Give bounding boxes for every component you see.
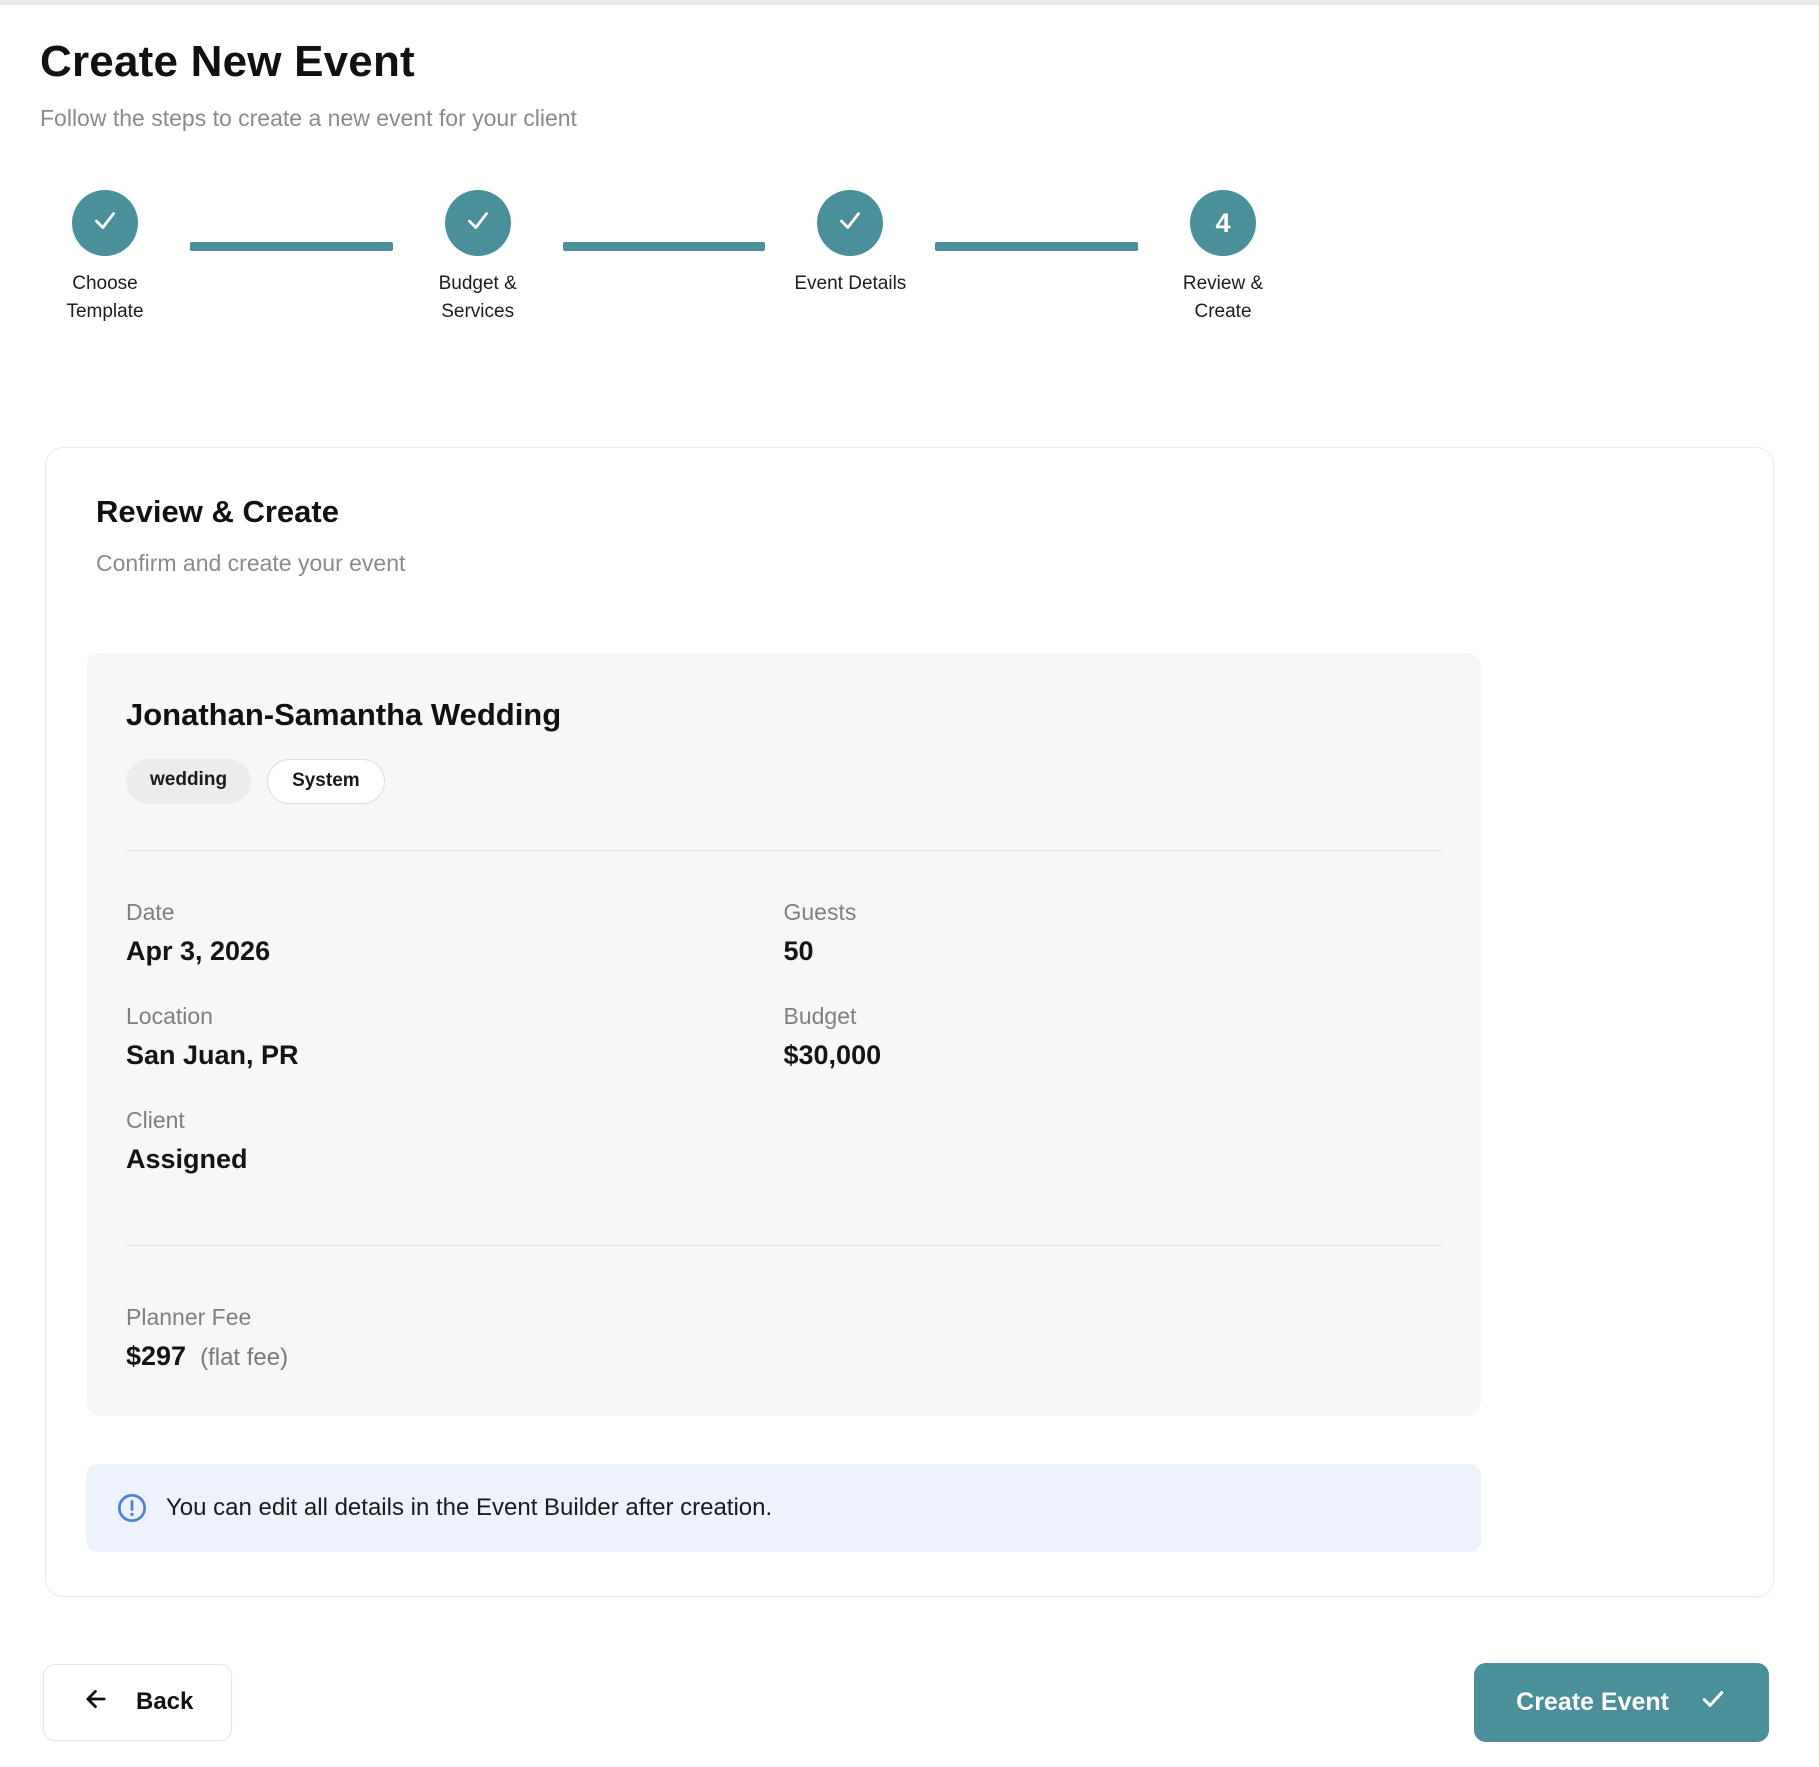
planner-fee-note: (flat fee) xyxy=(200,1343,289,1371)
field-guests-value: 50 xyxy=(783,935,814,966)
step-4-label: Review & Create xyxy=(1182,273,1264,322)
back-button[interactable]: Back xyxy=(43,1663,233,1741)
badge-event-type: wedding xyxy=(126,759,252,804)
field-client-label: Client xyxy=(126,1106,185,1133)
info-banner-text: You can edit all details in the Event Bu… xyxy=(166,1493,773,1521)
step-connector xyxy=(190,242,393,251)
field-date: Date Apr 3, 2026 xyxy=(126,899,784,967)
review-subheading: Confirm and create your event xyxy=(96,550,406,577)
field-planner-fee: Planner Fee $297 (flat fee) xyxy=(126,1304,1441,1372)
check-icon xyxy=(463,205,493,242)
planner-fee-label: Planner Fee xyxy=(126,1303,252,1330)
field-guests: Guests 50 xyxy=(784,899,1442,967)
field-location: Location San Juan, PR xyxy=(126,1003,784,1071)
create-event-label: Create Event xyxy=(1516,1687,1669,1716)
top-divider xyxy=(0,0,1819,5)
badge-row: wedding System xyxy=(126,759,1441,804)
badge-template-source: System xyxy=(267,759,385,804)
review-card: Review & Create Confirm and create your … xyxy=(45,447,1774,1597)
info-banner: You can edit all details in the Event Bu… xyxy=(86,1463,1481,1552)
page-subtitle: Follow the steps to create a new event f… xyxy=(40,105,577,131)
summary-divider xyxy=(126,849,1441,851)
step-3-label: Event Details xyxy=(794,273,907,294)
step-1-label: Choose Template xyxy=(66,273,144,322)
arrow-left-icon xyxy=(82,1685,110,1720)
wizard-footer: Back Create Event xyxy=(43,1662,1769,1742)
event-summary-panel: Jonathan-Samantha Wedding wedding System… xyxy=(86,653,1481,1416)
review-heading: Review & Create xyxy=(96,494,339,530)
event-fields-grid: Date Apr 3, 2026 Guests 50 Location San … xyxy=(126,899,1441,1175)
event-name: Jonathan-Samantha Wedding xyxy=(126,697,562,733)
check-icon xyxy=(835,205,865,242)
back-button-label: Back xyxy=(136,1688,194,1716)
step-2-circle[interactable] xyxy=(444,190,511,256)
wizard-stepper: Choose Template Budget & Services Event … xyxy=(40,190,1288,325)
info-icon xyxy=(116,1492,148,1524)
field-date-value: Apr 3, 2026 xyxy=(126,935,271,966)
field-client: Client Assigned xyxy=(126,1107,784,1175)
step-4-circle[interactable]: 4 xyxy=(1190,190,1257,256)
step-budget-services[interactable]: Budget & Services xyxy=(413,190,543,325)
step-4-number: 4 xyxy=(1215,207,1231,238)
create-event-button[interactable]: Create Event xyxy=(1474,1662,1769,1742)
step-choose-template[interactable]: Choose Template xyxy=(40,190,170,325)
step-2-label: Budget & Services xyxy=(438,273,517,322)
field-budget: Budget $30,000 xyxy=(784,1003,1442,1071)
step-event-details[interactable]: Event Details xyxy=(785,190,915,298)
check-icon xyxy=(90,205,120,242)
field-budget-label: Budget xyxy=(783,1002,857,1029)
check-icon xyxy=(1699,1685,1727,1720)
step-3-circle[interactable] xyxy=(817,190,884,256)
page-title: Create New Event xyxy=(40,37,415,86)
page-header: Create New Event Follow the steps to cre… xyxy=(0,5,1819,132)
field-date-label: Date xyxy=(126,898,175,925)
field-client-value: Assigned xyxy=(126,1143,248,1174)
planner-fee-value: $297 xyxy=(126,1340,187,1371)
step-connector xyxy=(935,242,1139,251)
step-connector xyxy=(562,242,766,251)
step-review-create[interactable]: 4 Review & Create xyxy=(1158,190,1288,325)
field-guests-label: Guests xyxy=(783,898,857,925)
field-location-value: San Juan, PR xyxy=(126,1039,299,1070)
field-location-label: Location xyxy=(126,1002,213,1029)
field-budget-value: $30,000 xyxy=(783,1039,882,1070)
step-1-circle[interactable] xyxy=(72,190,138,256)
summary-divider xyxy=(126,1244,1441,1246)
